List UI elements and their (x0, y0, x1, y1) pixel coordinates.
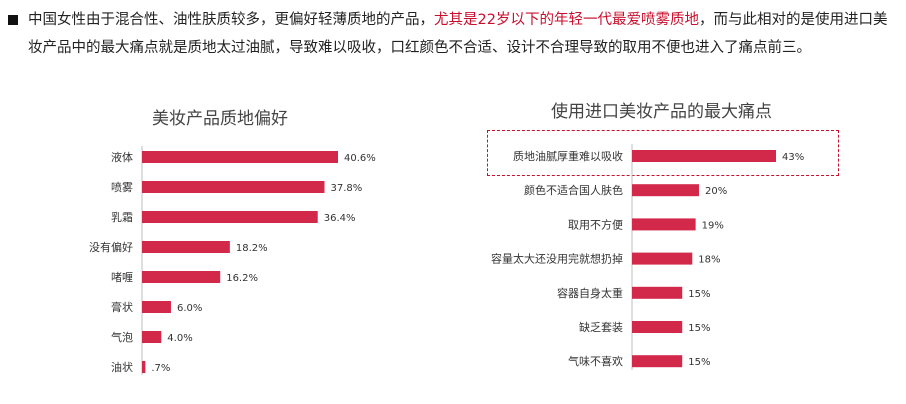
painpoint-category-label: 颜色不适合国人肤色 (524, 183, 623, 197)
texture-bar (142, 241, 230, 253)
intro-text: 中国女性由于混合性、油性肤质较多，更偏好轻薄质地的产品，尤其是22岁以下的年轻一… (28, 6, 898, 62)
texture-category-label: 气泡 (111, 330, 133, 344)
texture-value-label: 16.2% (226, 273, 258, 284)
painpoint-value-label: 15% (688, 357, 710, 368)
texture-value-label: 36.4% (324, 213, 356, 224)
painpoint-value-label: 43% (782, 152, 804, 163)
painpoint-value-label: 20% (705, 186, 727, 197)
painpoint-bar (632, 252, 693, 265)
texture-category-label: 啫喱 (111, 270, 133, 284)
texture-value-label: 4.0% (167, 333, 192, 344)
texture-category-label: 油状 (111, 360, 133, 374)
painpoint-category-label: 缺乏套装 (579, 320, 623, 334)
texture-bar (142, 361, 146, 373)
painpoint-bar (632, 218, 696, 231)
top-pain-point-highlight-box (487, 130, 839, 176)
texture-value-label: 18.2% (236, 243, 268, 254)
texture-category-label: 乳霜 (111, 211, 133, 224)
texture-value-label: 6.0% (177, 303, 202, 314)
texture-category-label: 液体 (111, 150, 133, 164)
painpoint-category-label: 气味不喜欢 (568, 354, 623, 368)
texture-category-label: 膏状 (111, 300, 133, 314)
chart-title-texture-preference: 美妆产品质地偏好 (152, 109, 288, 129)
chart-title-pain-points: 使用进口美妆产品的最大痛点 (551, 102, 772, 122)
texture-category-label: 没有偏好 (89, 240, 133, 254)
intro-paragraph: 中国女性由于混合性、油性肤质较多，更偏好轻薄质地的产品，尤其是22岁以下的年轻一… (8, 6, 898, 62)
painpoint-value-label: 19% (702, 220, 724, 231)
painpoint-category-label: 容器自身太重 (557, 286, 623, 300)
painpoint-bar (632, 355, 683, 368)
intro-text-highlight: 尤其是22岁以下的年轻一代最爱喷雾质地 (434, 12, 699, 28)
texture-category-label: 喷雾 (111, 181, 133, 194)
painpoint-bar (632, 321, 683, 333)
intro-text-before: 中国女性由于混合性、油性肤质较多，更偏好轻薄质地的产品， (28, 12, 434, 28)
texture-value-label: .7% (151, 363, 170, 374)
intro-text-after: ，而与此相对的是使用进口美妆产品中的最大痛点就是质地太过油腻，导致难以吸收，口红… (28, 12, 888, 56)
texture-value-label: 40.6% (344, 153, 376, 164)
texture-bar (142, 301, 171, 313)
texture-bar (142, 211, 318, 223)
painpoint-category-label: 取用不方便 (568, 217, 623, 231)
bullet-square-icon (8, 15, 18, 25)
texture-bar (142, 181, 325, 193)
painpoint-category-label: 质地油腻厚重难以吸收 (513, 149, 623, 163)
painpoint-bar (632, 184, 699, 197)
painpoint-bar (632, 150, 776, 162)
painpoint-bar (632, 286, 683, 299)
painpoint-value-label: 18% (698, 255, 720, 266)
texture-value-label: 37.8% (330, 183, 362, 194)
texture-bar (142, 271, 221, 283)
painpoint-value-label: 15% (688, 323, 710, 334)
texture-bar (142, 331, 162, 343)
painpoint-category-label: 容量太大还没用完就想扔掉 (491, 252, 623, 266)
texture-bar (142, 151, 338, 163)
painpoint-value-label: 15% (688, 289, 710, 300)
